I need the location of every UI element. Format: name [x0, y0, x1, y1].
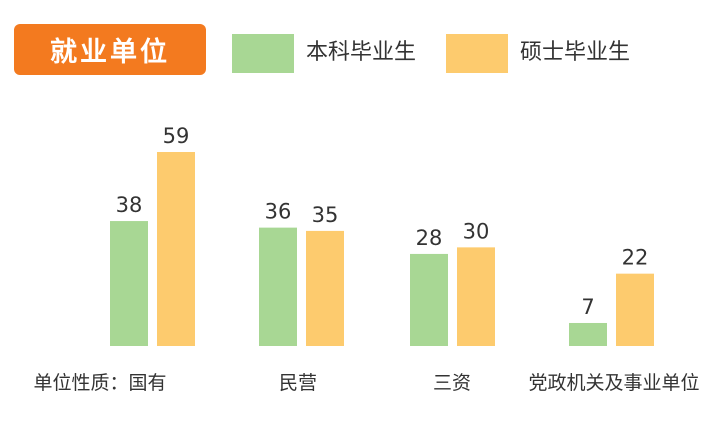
value-label-undergraduate-0: 38: [116, 193, 143, 217]
chart-title: 就业单位: [14, 24, 206, 75]
bar-undergraduate-2: [410, 253, 448, 346]
legend-swatch-undergraduate: [232, 34, 294, 73]
legend-label-master: 硕士毕业生: [520, 40, 631, 65]
category-label-0: 单位性质：国有: [33, 372, 166, 394]
legend-swatch-master: [446, 34, 508, 73]
category-label-1: 民营: [279, 372, 317, 394]
value-label-master-2: 30: [463, 219, 490, 243]
value-label-undergraduate-2: 28: [416, 226, 443, 250]
category-label-3: 党政机关及事业单位: [528, 372, 699, 394]
bar-master-0: [157, 152, 195, 346]
value-label-master-1: 35: [312, 203, 339, 227]
value-label-undergraduate-1: 36: [265, 200, 292, 224]
category-label-2: 三资: [433, 372, 471, 394]
bar-undergraduate-1: [259, 227, 297, 346]
bar-undergraduate-0: [110, 221, 148, 346]
value-label-master-0: 59: [163, 124, 190, 148]
value-label-undergraduate-3: 7: [581, 295, 594, 319]
bar-undergraduate-3: [569, 322, 607, 346]
bar-master-2: [457, 247, 495, 346]
legend-label-undergraduate: 本科毕业生: [306, 40, 417, 65]
bar-master-1: [306, 230, 344, 346]
bar-master-3: [616, 273, 654, 346]
value-label-master-3: 22: [622, 246, 649, 270]
